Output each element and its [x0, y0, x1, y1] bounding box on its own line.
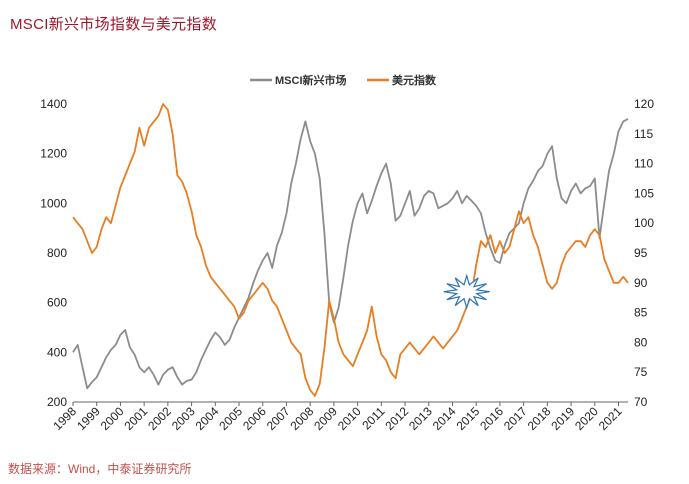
- y-right-tick-label: 110: [634, 157, 653, 171]
- y-right-tick-label: 120: [634, 97, 654, 111]
- y-left-tick-label: 600: [47, 296, 67, 310]
- x-tick-label: 2008: [288, 404, 317, 433]
- y-left-tick-label: 1000: [40, 196, 67, 210]
- x-tick-label: 2010: [335, 404, 364, 433]
- x-tick-label: 2005: [216, 404, 245, 433]
- y-right-tick-label: 85: [634, 306, 648, 320]
- x-tick-label: 2004: [193, 404, 222, 433]
- source-note: 数据来源：Wind，中泰证券研究所: [8, 462, 192, 476]
- y-right-tick-label: 75: [634, 365, 648, 379]
- y-right-tick-label: 105: [634, 186, 654, 200]
- y-right-tick-label: 115: [634, 127, 653, 141]
- y-right-tick-label: 95: [634, 246, 648, 260]
- x-tick-label: 2006: [240, 404, 269, 433]
- y-left-tick-label: 200: [47, 395, 67, 409]
- x-tick-label: 2002: [145, 404, 174, 433]
- y-right-tick-label: 70: [634, 395, 648, 409]
- axes: 200 400 600 800 1000 1200 1400 70 75 80 85 90 95 100 1…: [40, 97, 654, 433]
- x-tick-label: 2021: [596, 404, 625, 433]
- x-tick-label: 2003: [169, 404, 198, 433]
- chart-title: MSCI新兴市场指数与美元指数: [10, 16, 218, 33]
- y-right-tick-label: 80: [634, 335, 648, 349]
- y-right-tick-label: 90: [634, 276, 648, 290]
- x-tick-label: 2011: [359, 404, 387, 432]
- x-tick-label: 1999: [74, 404, 103, 433]
- x-tick-label: 2016: [477, 404, 506, 433]
- x-tick-label: 2020: [572, 404, 601, 433]
- y-right-tick-label: 100: [634, 216, 654, 230]
- annotation: [443, 273, 490, 310]
- series-lines: [72, 103, 629, 397]
- x-tick-label: 2018: [525, 404, 554, 433]
- starburst-annotation: [443, 273, 490, 310]
- x-tick-label: 2014: [430, 404, 459, 433]
- x-tick-label: 2015: [454, 404, 483, 433]
- series-line-msci: [72, 118, 629, 390]
- y-left-tick-label: 400: [47, 345, 67, 359]
- y-left-tick-label: 800: [47, 246, 67, 260]
- legend-label: MSCI新兴市场: [275, 73, 347, 87]
- x-tick-label: 2001: [121, 404, 150, 433]
- x-tick-label: 2012: [382, 404, 411, 433]
- x-tick-label: 2017: [501, 404, 530, 433]
- x-tick-label: 2013: [406, 404, 435, 433]
- x-tick-label: 2007: [264, 404, 293, 433]
- y-left-tick-label: 1200: [40, 147, 67, 161]
- x-tick-label: 2019: [548, 404, 577, 433]
- series-line-dxy: [72, 103, 629, 397]
- legend-label: 美元指数: [392, 73, 437, 87]
- x-tick-label: 2000: [98, 404, 127, 433]
- legend: MSCI新兴市场 美元指数: [250, 73, 437, 87]
- x-tick-label: 2009: [311, 404, 340, 433]
- y-left-tick-label: 1400: [40, 97, 67, 111]
